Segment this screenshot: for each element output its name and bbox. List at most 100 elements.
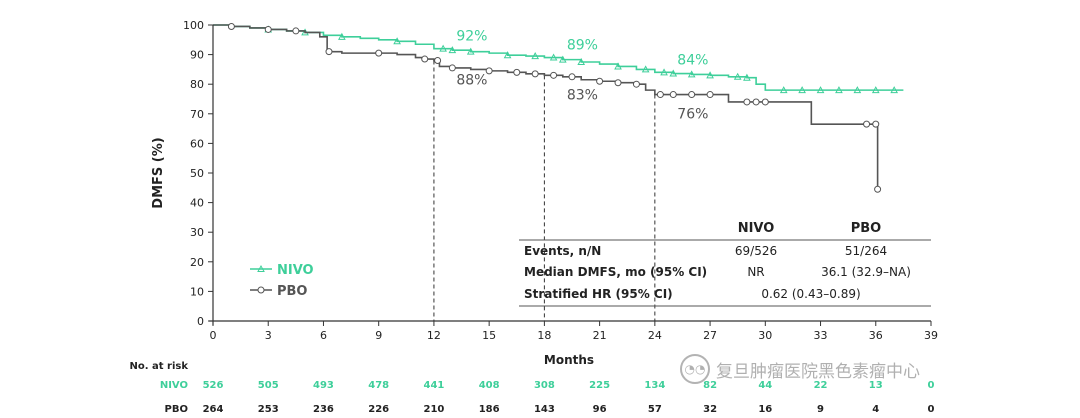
- risk-value-pbo: 253: [258, 404, 279, 415]
- censor-mark-pbo: [752, 98, 760, 106]
- table-cell-nivo: NR: [747, 265, 764, 279]
- x-tick-label: 39: [924, 329, 938, 342]
- risk-value-nivo: 441: [423, 380, 444, 391]
- x-axis-title: Months: [544, 353, 594, 367]
- censor-mark-pbo: [743, 98, 751, 106]
- table-cell-nivo: 69/526: [735, 244, 777, 258]
- censor-mark-pbo: [264, 25, 272, 33]
- risk-value-pbo: 210: [423, 404, 444, 415]
- x-tick-label: 15: [482, 329, 496, 342]
- legend-label-nivo: NIVO: [277, 263, 314, 278]
- watermark-text: 复旦肿瘤医院黑色素瘤中心: [716, 361, 920, 382]
- x-tick-label: 3: [265, 329, 272, 342]
- censor-mark-pbo: [614, 79, 622, 87]
- censor-mark-nivo: [338, 32, 346, 40]
- legend-marker-pbo: [257, 286, 265, 294]
- table-cell-pbo: 36.1 (32.9–NA): [821, 265, 911, 279]
- y-tick-label: 0: [197, 315, 204, 328]
- y-tick-label: 80: [190, 78, 204, 91]
- x-tick-label: 6: [320, 329, 327, 342]
- censor-mark-pbo: [688, 91, 696, 99]
- censor-mark-pbo: [375, 49, 383, 57]
- censor-mark-pbo: [421, 55, 429, 63]
- landmark-label-pbo: 88%: [456, 73, 487, 89]
- censor-mark-nivo: [614, 62, 622, 70]
- censor-mark-nivo: [798, 86, 806, 94]
- landmark-label-pbo: 83%: [567, 87, 598, 103]
- y-tick-label: 90: [190, 49, 204, 62]
- censor-mark-nivo: [558, 55, 567, 63]
- x-tick-label: 30: [758, 329, 772, 342]
- risk-value-nivo: 225: [589, 380, 610, 391]
- censor-mark-pbo: [863, 120, 871, 128]
- risk-value-pbo: 186: [479, 404, 500, 415]
- censor-mark-nivo: [687, 70, 696, 78]
- x-tick-label: 24: [648, 329, 662, 342]
- risk-value-pbo: 143: [534, 404, 555, 415]
- censor-mark-pbo: [632, 80, 640, 88]
- censor-mark-nivo: [733, 72, 742, 80]
- censor-mark-pbo: [550, 71, 558, 79]
- risk-value-pbo: 9: [817, 404, 824, 415]
- censor-mark-pbo: [656, 91, 664, 99]
- censor-mark-nivo: [503, 51, 512, 59]
- censor-mark-nivo: [549, 53, 558, 61]
- x-tick-label: 27: [703, 329, 717, 342]
- risk-value-pbo: 4: [872, 404, 879, 415]
- risk-value-nivo: 22: [814, 380, 828, 391]
- censor-mark-nivo: [660, 68, 668, 76]
- x-tick-label: 33: [814, 329, 828, 342]
- y-tick-label: 10: [190, 285, 204, 298]
- risk-value-nivo: 505: [258, 380, 279, 391]
- landmark-label-nivo: 84%: [677, 52, 708, 68]
- censor-mark-pbo: [706, 91, 714, 99]
- censor-mark-nivo: [577, 57, 586, 65]
- wechat-icon: ◔◔: [680, 354, 710, 384]
- table-row-label: Stratified HR (95% CI): [524, 287, 673, 301]
- x-tick-label: 0: [210, 329, 217, 342]
- risk-value-pbo: 0: [928, 404, 935, 415]
- risk-value-nivo: 526: [203, 380, 224, 391]
- censor-mark-nivo: [779, 86, 788, 94]
- risk-value-nivo: 493: [313, 380, 334, 391]
- censor-mark-pbo: [448, 64, 456, 72]
- table-cell-combined: 0.62 (0.43–0.89): [761, 287, 860, 301]
- risk-value-pbo: 236: [313, 404, 334, 415]
- censor-mark-pbo: [513, 68, 521, 76]
- y-tick-label: 50: [190, 167, 204, 180]
- landmark-label-pbo: 76%: [677, 107, 708, 123]
- table-row-label: Median DMFS, mo (95% CI): [524, 265, 707, 279]
- table-row-label: Events, n/N: [524, 244, 601, 258]
- risk-row-label-nivo: NIVO: [160, 380, 188, 391]
- risk-value-nivo: 82: [703, 380, 717, 391]
- table-col-header-nivo: NIVO: [738, 221, 775, 236]
- risk-value-nivo: 134: [644, 380, 665, 391]
- risk-row-label-pbo: PBO: [165, 404, 188, 415]
- censor-mark-pbo: [292, 27, 300, 35]
- y-axis-title: DMFS (%): [151, 137, 166, 208]
- censor-mark-pbo: [669, 91, 677, 99]
- x-tick-label: 21: [593, 329, 607, 342]
- risk-value-pbo: 57: [648, 404, 662, 415]
- legend-marker-nivo: [257, 264, 265, 272]
- landmark-label-nivo: 89%: [567, 38, 598, 54]
- censor-mark-nivo: [853, 86, 862, 94]
- censor-mark-nivo: [466, 47, 475, 55]
- legend-label-pbo: PBO: [277, 284, 308, 299]
- risk-value-nivo: 308: [534, 380, 555, 391]
- censor-mark-nivo: [393, 37, 401, 45]
- risk-value-nivo: 478: [368, 380, 389, 391]
- censor-mark-nivo: [871, 86, 880, 94]
- risk-value-nivo: 0: [928, 380, 935, 391]
- x-tick-label: 18: [537, 329, 551, 342]
- risk-value-pbo: 16: [758, 404, 772, 415]
- censor-mark-nivo: [835, 86, 843, 94]
- censor-mark-pbo: [227, 22, 235, 30]
- censor-mark-nivo: [641, 65, 650, 73]
- risk-value-nivo: 44: [758, 380, 772, 391]
- censor-mark-pbo: [568, 73, 576, 81]
- censor-mark-nivo: [706, 71, 714, 79]
- series-line-nivo: [213, 24, 904, 91]
- risk-value-pbo: 96: [593, 404, 607, 415]
